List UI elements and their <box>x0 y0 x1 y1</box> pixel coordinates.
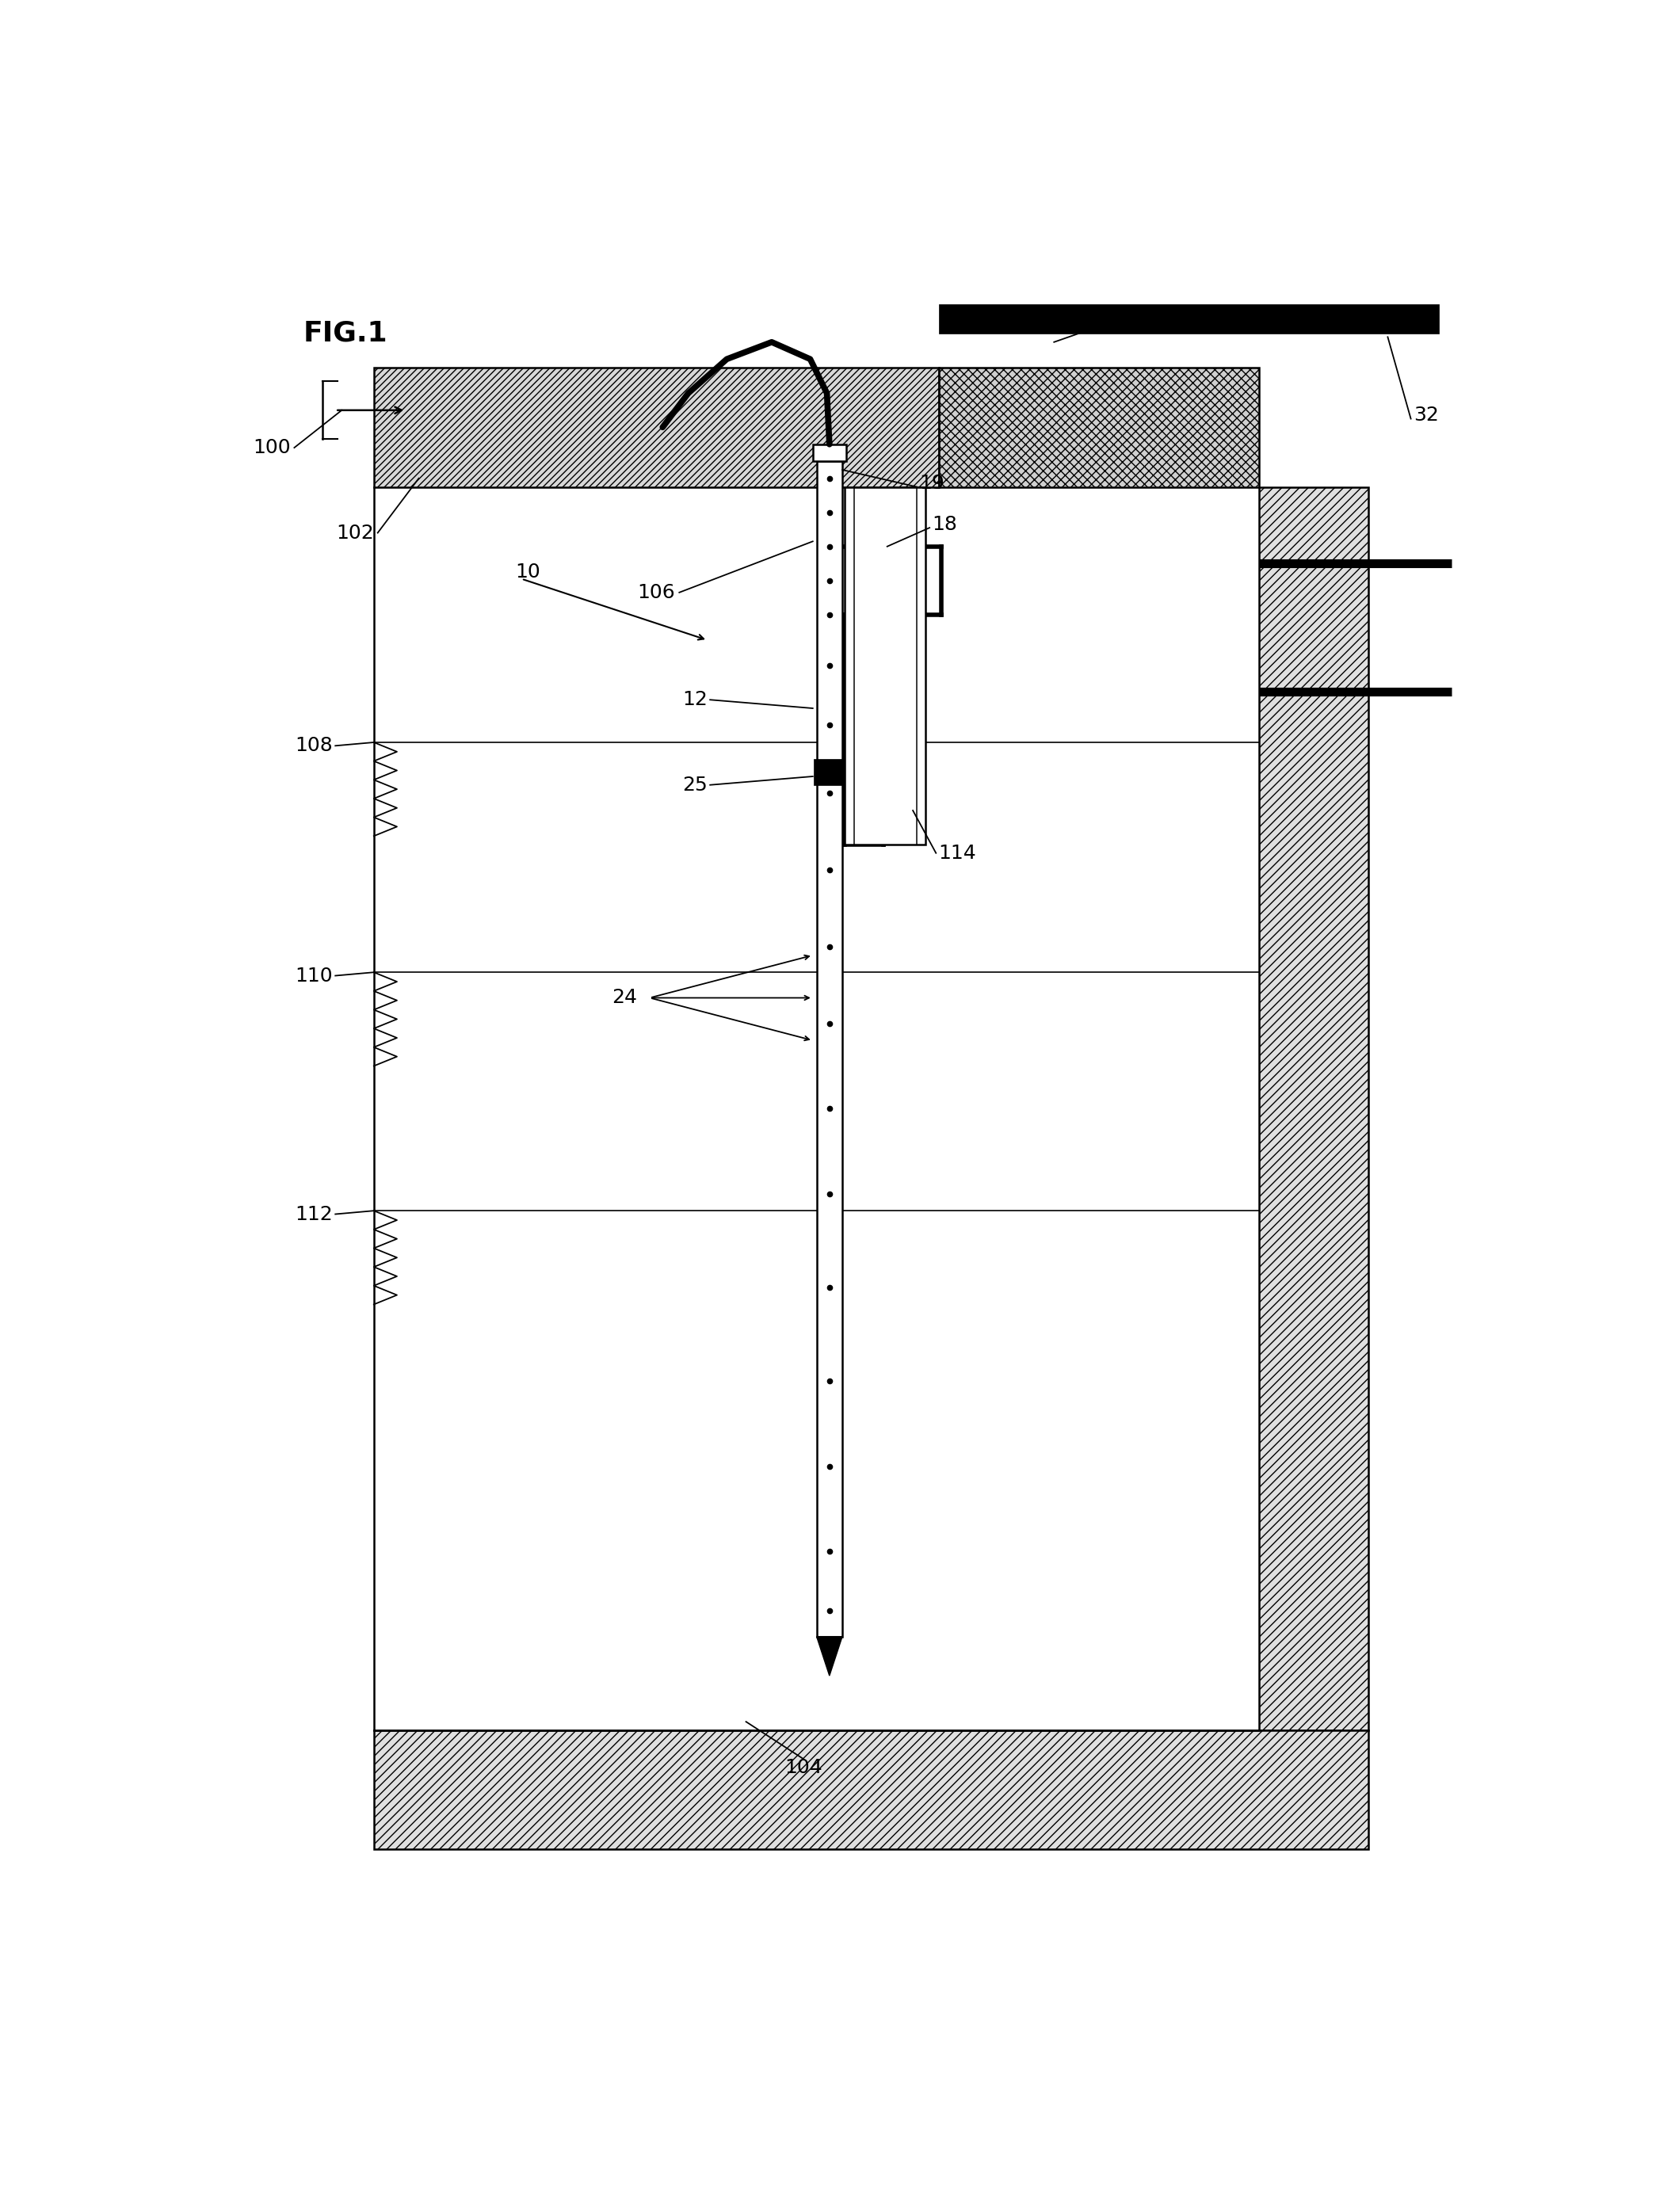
Bar <box>815 759 845 785</box>
Text: 104: 104 <box>785 1759 823 1776</box>
Text: 100: 100 <box>253 438 290 458</box>
Bar <box>939 367 1259 487</box>
Text: 36: 36 <box>1106 312 1131 332</box>
Text: 12: 12 <box>682 690 707 710</box>
Bar <box>374 1730 1368 1849</box>
Text: 10: 10 <box>515 562 540 582</box>
Text: 18: 18 <box>932 515 957 533</box>
Text: 19: 19 <box>919 473 944 493</box>
Polygon shape <box>816 1637 843 1677</box>
Text: 112: 112 <box>295 1206 333 1223</box>
Text: 110: 110 <box>295 967 333 984</box>
Text: 108: 108 <box>295 737 333 754</box>
Text: 25: 25 <box>682 776 707 794</box>
Bar <box>845 487 926 845</box>
Text: 114: 114 <box>939 843 977 863</box>
Bar <box>813 445 846 462</box>
Bar <box>374 367 939 487</box>
Bar <box>846 615 883 845</box>
Bar <box>1259 487 1368 1730</box>
Text: 106: 106 <box>638 584 676 602</box>
Text: 24: 24 <box>611 989 638 1006</box>
Text: FIG.1: FIG.1 <box>303 321 388 347</box>
Text: 32: 32 <box>1413 405 1439 425</box>
Text: 102: 102 <box>336 524 374 542</box>
Bar <box>816 462 843 1637</box>
Bar <box>939 305 1439 334</box>
